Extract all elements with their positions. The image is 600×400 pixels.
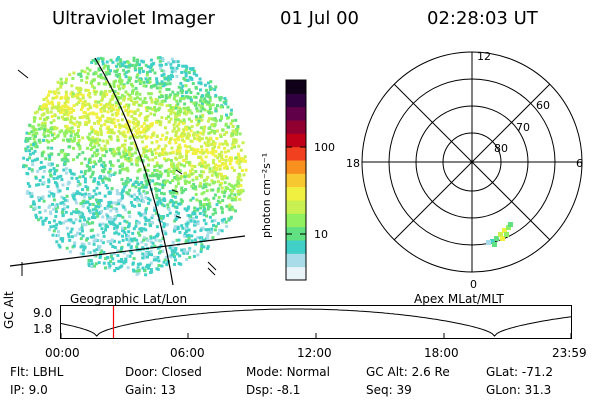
seq-field: Seq: 39 [366, 383, 412, 397]
geographic-image [9, 56, 248, 286]
x-tick-0600: 06:00 [170, 346, 205, 360]
polar-label: Apex MLat/MLT [414, 292, 504, 306]
mlt-label-0: 0 [470, 278, 477, 290]
gain-value: 13 [160, 383, 176, 397]
altitude-curve [60, 308, 572, 337]
gcalt-value: 2.6 Re [411, 365, 450, 379]
gain-field: Gain: 13 [125, 383, 176, 397]
mlat-label-60: 60 [536, 99, 550, 112]
altitude-plot [60, 305, 572, 339]
gcalt-field: GC Alt: 2.6 Re [366, 365, 450, 379]
mlt-label-12: 12 [477, 50, 491, 63]
seq-value: 39 [396, 383, 412, 397]
time-label: 02:28:03 UT [427, 8, 538, 29]
mlt-label-6: 6 [576, 157, 583, 170]
mlat-label-80: 80 [494, 142, 508, 155]
x-tick-1800: 18:00 [424, 346, 459, 360]
colorbar: photon cm⁻²s⁻¹ [262, 79, 307, 281]
x-tick-1200: 12:00 [297, 346, 332, 360]
door-field: Door: Closed [125, 365, 202, 379]
colorbar-unit-label: photon cm⁻²s⁻¹ [262, 153, 273, 238]
glon-value: 31.3 [524, 383, 552, 397]
mlat-label-70: 70 [516, 121, 530, 134]
polar-plot: 12 18 6 0 60 70 80 [346, 50, 583, 290]
mlt-label-18: 18 [346, 157, 360, 170]
mode-field: Mode: Normal [246, 365, 330, 379]
x-tick-2359: 23:59 [552, 346, 587, 360]
flt-value: LBHL [32, 365, 64, 379]
gc-alt-axis-title: GC Alt [2, 291, 16, 329]
instrument-title: Ultraviolet Imager [52, 8, 215, 29]
door-value: Closed [161, 365, 202, 379]
ip-field: IP: 9.0 [10, 383, 48, 397]
dsp-field: Dsp: -8.1 [246, 383, 301, 397]
glat-value: -71.2 [521, 365, 553, 379]
x-tick-0000: 00:00 [45, 346, 80, 360]
glat-field: GLat: -71.2 [486, 365, 553, 379]
alt-tick-high: 9.0 [33, 306, 53, 320]
dsp-value: -8.1 [276, 383, 301, 397]
ip-value: 9.0 [28, 383, 48, 397]
geographic-label: Geographic Lat/Lon [70, 292, 188, 306]
mode-value: Normal [286, 365, 330, 379]
colorbar-tick-100: 100 [314, 141, 335, 154]
alt-tick-low: 1.8 [33, 322, 53, 336]
colorbar-tick-10: 10 [314, 228, 328, 241]
date-label: 01 Jul 00 [280, 8, 359, 29]
flt-field: Flt: LBHL [10, 365, 64, 379]
glon-field: GLon: 31.3 [486, 383, 552, 397]
